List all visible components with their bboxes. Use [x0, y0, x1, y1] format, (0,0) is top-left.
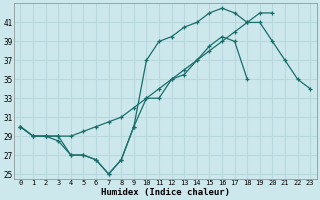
X-axis label: Humidex (Indice chaleur): Humidex (Indice chaleur) — [101, 188, 230, 197]
